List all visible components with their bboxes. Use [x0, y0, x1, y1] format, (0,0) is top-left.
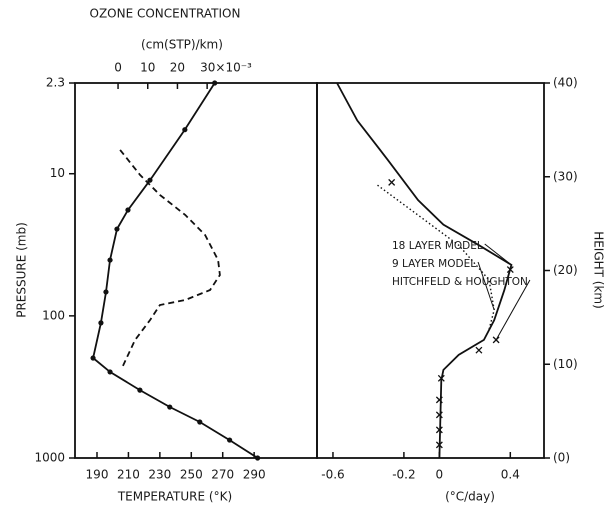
point	[437, 374, 445, 382]
legend-label: 18 LAYER MODEL	[392, 240, 483, 252]
x2-tick-label: 20	[170, 61, 185, 75]
point	[114, 226, 120, 232]
point	[107, 257, 113, 263]
point	[98, 320, 104, 326]
x-tick-label: 270	[211, 468, 234, 482]
y-tick-label: (10)	[553, 357, 578, 371]
y-tick-label: 2.3	[46, 76, 65, 90]
x-axis-label: (°C/day)	[445, 490, 495, 504]
point	[388, 178, 396, 186]
point	[435, 411, 443, 419]
point	[103, 289, 109, 295]
point	[212, 80, 218, 86]
y-axis-label: HEIGHT (km)	[592, 231, 606, 309]
x-tick-label: -0.6	[321, 468, 344, 482]
x-tick-label: 0.4	[501, 468, 520, 482]
point	[506, 266, 514, 274]
y-tick-label: 10	[50, 166, 65, 180]
point	[147, 177, 153, 183]
point	[90, 355, 96, 361]
point	[227, 437, 233, 443]
point	[182, 127, 188, 133]
point	[125, 207, 131, 213]
point	[167, 404, 173, 410]
series-line	[119, 149, 221, 369]
point	[435, 426, 443, 434]
series-line	[336, 82, 513, 459]
x-tick-label: 0	[436, 468, 444, 482]
point	[475, 346, 483, 354]
legend-pointer	[495, 279, 531, 341]
legend-label: HITCHFELD & HOUGHTON	[392, 276, 528, 288]
y-tick-label: (0)	[553, 451, 570, 465]
y-tick-label: (40)	[553, 76, 578, 90]
legend-pointer	[484, 243, 512, 266]
legend-label: 9 LAYER MODEL	[392, 258, 476, 270]
x2-tick-label: 0	[114, 61, 122, 75]
x-tick-label: 210	[117, 468, 140, 482]
series-line	[92, 82, 259, 459]
x-tick-label: 190	[86, 468, 109, 482]
x-tick-label: 250	[180, 468, 203, 482]
series-line	[377, 184, 495, 330]
x-tick-label: -0.2	[392, 468, 415, 482]
legend-pointer	[477, 261, 495, 311]
y-tick-label: 1000	[34, 451, 65, 465]
x-axis-label: TEMPERATURE (°K)	[117, 490, 232, 504]
y-tick-label: (20)	[553, 263, 578, 277]
point	[435, 441, 443, 449]
point	[137, 387, 143, 393]
y-tick-label: (30)	[553, 169, 578, 183]
left-panel-frame	[74, 82, 318, 459]
x-tick-label: 230	[148, 468, 171, 482]
point	[107, 369, 113, 375]
point	[492, 336, 500, 344]
x-tick-label: 290	[243, 468, 266, 482]
top-axis-label: (cm(STP)/km)	[141, 38, 223, 52]
point	[255, 455, 261, 461]
y-axis-label: PRESSURE (mb)	[15, 222, 29, 318]
point	[435, 396, 443, 404]
y-tick-label: 100	[42, 308, 65, 322]
point	[197, 419, 203, 425]
x2-tick-label: 30×10⁻³	[200, 61, 252, 75]
x2-tick-label: 10	[140, 61, 155, 75]
top-title: OZONE CONCENTRATION	[90, 7, 241, 21]
